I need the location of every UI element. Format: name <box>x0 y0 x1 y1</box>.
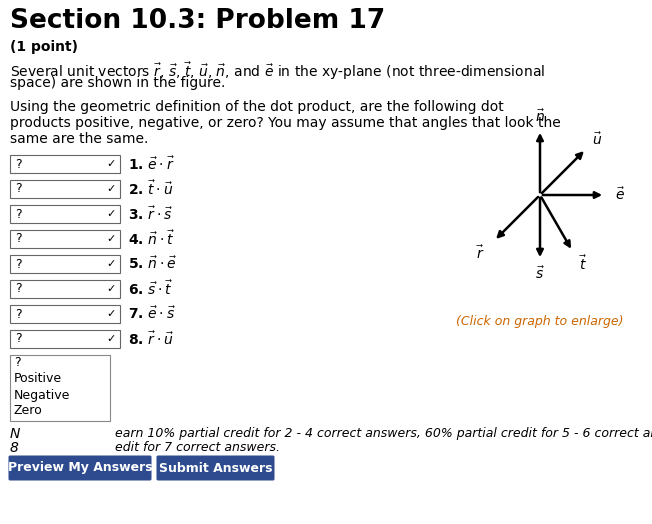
Text: ?: ? <box>15 158 22 170</box>
Text: ?: ? <box>15 182 22 195</box>
Text: $\vec{e}$: $\vec{e}$ <box>615 187 625 203</box>
Text: 5. $\vec{n} \cdot \vec{e}$: 5. $\vec{n} \cdot \vec{e}$ <box>128 256 177 272</box>
Text: ?: ? <box>15 282 22 296</box>
Bar <box>10 305 120 323</box>
Bar <box>10 180 120 198</box>
Text: same are the same.: same are the same. <box>10 132 149 146</box>
Bar <box>10 255 120 273</box>
Bar <box>10 355 110 371</box>
Text: ✓: ✓ <box>106 259 115 269</box>
Text: ✓: ✓ <box>106 234 115 244</box>
Text: 1. $\vec{e} \cdot \vec{r}$: 1. $\vec{e} \cdot \vec{r}$ <box>128 155 175 173</box>
Text: Using the geometric definition of the dot product, are the following dot: Using the geometric definition of the do… <box>10 100 504 114</box>
Text: ✓: ✓ <box>106 209 115 219</box>
Text: 4. $\vec{n} \cdot \vec{t}$: 4. $\vec{n} \cdot \vec{t}$ <box>128 230 175 248</box>
Text: edit for 7 correct answers.: edit for 7 correct answers. <box>115 441 280 454</box>
Text: ✓: ✓ <box>106 284 115 294</box>
FancyBboxPatch shape <box>8 455 151 481</box>
Text: ?: ? <box>15 257 22 270</box>
Bar <box>10 355 110 421</box>
Text: $\vec{u}$: $\vec{u}$ <box>592 132 602 148</box>
Bar <box>10 155 120 173</box>
Text: ✓: ✓ <box>106 184 115 194</box>
Text: (1 point): (1 point) <box>10 40 78 54</box>
Text: 2. $\vec{t} \cdot \vec{u}$: 2. $\vec{t} \cdot \vec{u}$ <box>128 180 173 198</box>
Text: Positive: Positive <box>14 373 62 386</box>
Text: N: N <box>10 427 20 441</box>
Text: ?: ? <box>15 233 22 246</box>
Text: Section 10.3: Problem 17: Section 10.3: Problem 17 <box>10 8 385 34</box>
Text: earn 10% partial credit for 2 - 4 correct answers, 60% partial credit for 5 - 6 : earn 10% partial credit for 2 - 4 correc… <box>115 427 652 440</box>
Text: Zero: Zero <box>14 405 43 418</box>
Text: 3. $\vec{r} \cdot \vec{s}$: 3. $\vec{r} \cdot \vec{s}$ <box>128 205 173 223</box>
Text: Negative: Negative <box>14 388 70 401</box>
Text: ?: ? <box>15 333 22 345</box>
Text: $\vec{t}$: $\vec{t}$ <box>579 254 587 272</box>
Text: $\vec{n}$: $\vec{n}$ <box>535 108 545 125</box>
Text: 7. $\vec{e} \cdot \vec{s}$: 7. $\vec{e} \cdot \vec{s}$ <box>128 305 176 322</box>
Text: space) are shown in the figure.: space) are shown in the figure. <box>10 76 226 90</box>
Text: ✓: ✓ <box>106 334 115 344</box>
Text: Preview My Answers: Preview My Answers <box>8 462 153 475</box>
Bar <box>10 280 120 298</box>
Bar <box>10 205 120 223</box>
Bar <box>10 330 120 348</box>
Text: ?: ? <box>15 208 22 221</box>
Text: products positive, negative, or zero? You may assume that angles that look the: products positive, negative, or zero? Yo… <box>10 116 561 130</box>
Text: 6. $\vec{s} \cdot \vec{t}$: 6. $\vec{s} \cdot \vec{t}$ <box>128 280 173 298</box>
Text: Submit Answers: Submit Answers <box>158 462 273 475</box>
Text: Several unit vectors $\vec{r}$, $\vec{s}$, $\vec{t}$, $\vec{u}$, $\vec{n}$, and : Several unit vectors $\vec{r}$, $\vec{s}… <box>10 60 545 82</box>
FancyBboxPatch shape <box>156 455 274 481</box>
Text: $\vec{s}$: $\vec{s}$ <box>535 266 545 282</box>
Text: ✓: ✓ <box>106 159 115 169</box>
Bar <box>10 230 120 248</box>
Text: ?: ? <box>15 308 22 321</box>
Text: 8. $\vec{r} \cdot \vec{u}$: 8. $\vec{r} \cdot \vec{u}$ <box>128 330 173 348</box>
Text: ?: ? <box>14 356 21 369</box>
Text: 8: 8 <box>10 441 19 455</box>
Text: $\vec{r}$: $\vec{r}$ <box>476 244 484 262</box>
Text: ✓: ✓ <box>106 309 115 319</box>
Text: (Click on graph to enlarge): (Click on graph to enlarge) <box>456 315 624 328</box>
